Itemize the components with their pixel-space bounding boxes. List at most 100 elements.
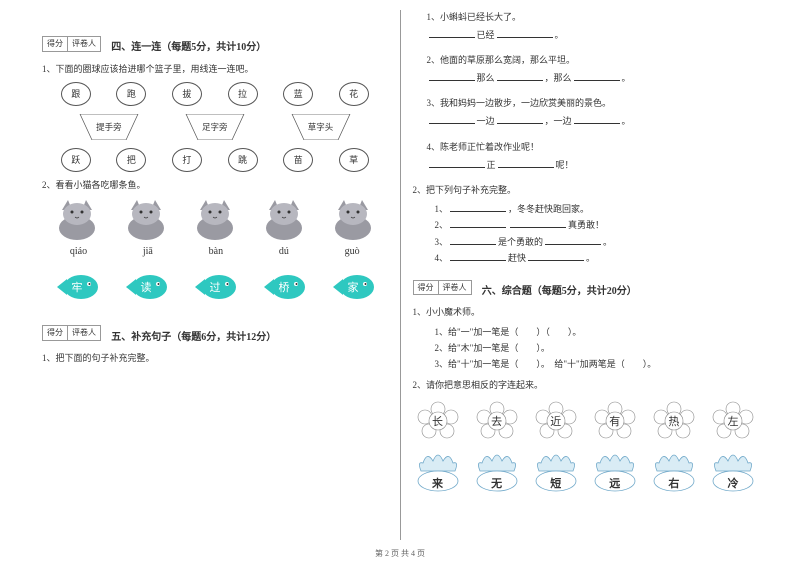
lotus-item: 远: [592, 449, 638, 493]
trap-label: 提手旁: [96, 121, 122, 133]
word: 那么: [477, 73, 495, 83]
flower-item: 去: [474, 401, 520, 441]
score-label: 得分: [43, 37, 68, 51]
word: 呢！: [556, 160, 574, 170]
s6-q1: 1、小小魔术师。: [413, 305, 759, 319]
m: 赶快: [508, 253, 526, 263]
section6-title: 六、综合题（每题5分，共计20分）: [482, 282, 637, 297]
s4-trap-row: 提手旁 足字旁 草字头: [42, 114, 388, 140]
s5-line1: 已经。: [413, 27, 759, 43]
item-num: 1、: [427, 12, 441, 22]
oval-char: 蓝: [283, 82, 313, 106]
n: 3、: [435, 237, 449, 247]
n: 1、: [435, 204, 449, 214]
flower-item: 长: [415, 401, 461, 441]
oval-char: 跟: [61, 82, 91, 106]
flower-char: 长: [432, 413, 443, 429]
flower-char: 去: [491, 413, 502, 429]
left-column: 得分 评卷人 四、连一连（每题5分，共计10分） 1、下面的圈球应该拾进哪个篮子…: [30, 10, 401, 540]
fish-icon: 家: [329, 271, 377, 303]
svg-text:桥: 桥: [278, 281, 289, 294]
lotus-item: 冷: [710, 449, 756, 493]
oval-char: 跃: [61, 148, 91, 172]
fish-icon: 桥: [260, 271, 308, 303]
t: 。: [603, 237, 612, 247]
fish-item: 家: [329, 271, 377, 303]
s5-line4: 正 呢！: [413, 157, 759, 173]
flower-row: 长 去 近 有 热 左: [415, 401, 757, 441]
trapezoid-basket: 提手旁: [74, 114, 144, 140]
lotus-item: 短: [533, 449, 579, 493]
cat-icon: [259, 196, 309, 242]
cat-icon: [52, 196, 102, 242]
section4-title: 四、连一连（每题5分，共计10分）: [111, 38, 266, 53]
s5-line2: 那么，那么。: [413, 70, 759, 86]
s5-item3: 3、我和妈妈一边散步，一边欣赏美丽的景色。: [413, 96, 759, 109]
s4-oval-row2: 跃 把 打 跳 苗 草: [42, 148, 388, 172]
pinyin-row: qiáo jiā bàn dú guò: [42, 246, 388, 257]
s5-sublist: 1、 ，冬冬赶快跑回家。 2、 真勇敢！ 3、 是个勇敢的 。 4、赶快。: [413, 201, 759, 266]
word: 已经: [477, 30, 495, 40]
item-text: 小蝌蚪已经长大了。: [440, 12, 521, 22]
flower-char: 热: [668, 413, 679, 429]
fish-item: 牢: [53, 271, 101, 303]
word: 正: [487, 160, 496, 170]
fish-item: 桥: [260, 271, 308, 303]
item-num: 3、: [427, 98, 441, 108]
s4-q2: 2、看看小猫各吃哪条鱼。: [42, 178, 388, 192]
trapezoid-basket: 足字旁: [180, 114, 250, 140]
fish-icon: 过: [191, 271, 239, 303]
s6-magic: 1、给"一"加一笔是（ ）（ ）。 2、给"木"加一笔是（ ）。 3、给"十"加…: [413, 324, 759, 373]
sub-item: 2、 真勇敢！: [435, 217, 759, 233]
score-label: 得分: [414, 281, 439, 295]
item-num: 2、: [427, 55, 441, 65]
lotus-item: 右: [651, 449, 697, 493]
flower-char: 有: [609, 413, 620, 429]
n: 2、: [435, 220, 449, 230]
lotus-char: 无: [491, 475, 502, 491]
s5-item2: 2、他面的草原那么宽阔，那么平坦。: [413, 53, 759, 66]
right-column: 1、小蝌蚪已经长大了。 已经。 2、他面的草原那么宽阔，那么平坦。 那么，那么。…: [401, 10, 771, 540]
cat-row: [42, 196, 388, 242]
magic-line: 3、给"十"加一笔是（ ）。 给"十"加两笔是（ ）。: [435, 356, 759, 372]
oval-char: 花: [339, 82, 369, 106]
flower-item: 热: [651, 401, 697, 441]
oval-char: 跳: [228, 148, 258, 172]
fish-icon: 牢: [53, 271, 101, 303]
lotus-char: 远: [609, 475, 620, 491]
m: 是个勇敢的: [498, 237, 543, 247]
score-box: 得分 评卷人: [413, 280, 472, 296]
svg-text:读: 读: [140, 280, 151, 294]
t: 真勇敢！: [568, 220, 604, 230]
svg-text:牢: 牢: [71, 280, 82, 294]
s5-q1: 1、把下面的句子补充完整。: [42, 351, 388, 365]
score-label: 得分: [43, 326, 68, 340]
s5-line3: 一边，一边。: [413, 113, 759, 129]
item-text: 陈老师正忙着改作业呢！: [440, 142, 539, 152]
magic-line: 1、给"一"加一笔是（ ）（ ）。: [435, 324, 759, 340]
magic-line: 2、给"木"加一笔是（ ）。: [435, 340, 759, 356]
word: 一边: [554, 116, 572, 126]
oval-char: 草: [339, 148, 369, 172]
cat-icon: [328, 196, 378, 242]
lotus-char: 来: [432, 475, 443, 491]
pinyin: guò: [345, 246, 360, 257]
sub-item: 4、赶快。: [435, 250, 759, 266]
lotus-item: 无: [474, 449, 520, 493]
fish-item: 读: [122, 271, 170, 303]
oval-char: 跑: [116, 82, 146, 106]
trapezoid-basket: 草字头: [286, 114, 356, 140]
lotus-char: 右: [668, 475, 679, 491]
grader-label: 评卷人: [439, 281, 471, 295]
cat-icon: [190, 196, 240, 242]
section5-header: 得分 评卷人 五、补充句子（每题6分，共计12分）: [42, 325, 388, 345]
s4-q1: 1、下面的圈球应该拾进哪个篮子里，用线连一连吧。: [42, 62, 388, 76]
section6-header: 得分 评卷人 六、综合题（每题5分，共计20分）: [413, 280, 759, 300]
lotus-item: 来: [415, 449, 461, 493]
grader-label: 评卷人: [68, 326, 100, 340]
t: ，冬冬赶快跑回家。: [508, 204, 589, 214]
pinyin: qiáo: [70, 246, 87, 257]
pinyin: dú: [279, 246, 289, 257]
s5-item1: 1、小蝌蚪已经长大了。: [413, 10, 759, 23]
sub-item: 1、 ，冬冬赶快跑回家。: [435, 201, 759, 217]
